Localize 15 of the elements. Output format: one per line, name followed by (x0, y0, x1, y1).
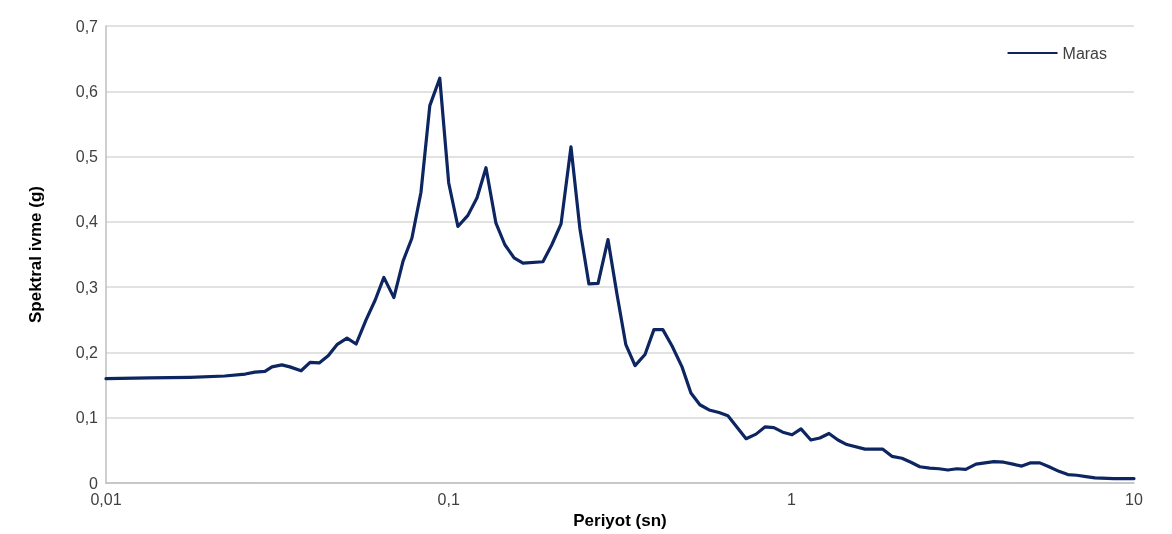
y-tick-label: 0,5 (75, 148, 99, 166)
y-tick-label: 0,7 (75, 17, 99, 35)
y-tick-label: 0,2 (75, 344, 99, 361)
y-tick-label: 0,3 (75, 278, 99, 296)
y-tick-label: 0 (89, 474, 99, 492)
x-tick-label: 1 (786, 490, 796, 508)
y-tick-label: 0,4 (75, 213, 99, 231)
y-axis-title: Spektral ivme (g) (26, 186, 45, 324)
legend-label: Maras (1062, 44, 1107, 62)
x-tick-label: 10 (1125, 490, 1143, 508)
y-tick-label: 0,6 (75, 82, 99, 100)
x-tick-label: 0,01 (90, 490, 122, 508)
x-axis-title: Periyot (sn) (573, 511, 667, 530)
y-tick-label: 0,1 (75, 409, 99, 427)
x-tick-label: 0,1 (437, 490, 460, 508)
